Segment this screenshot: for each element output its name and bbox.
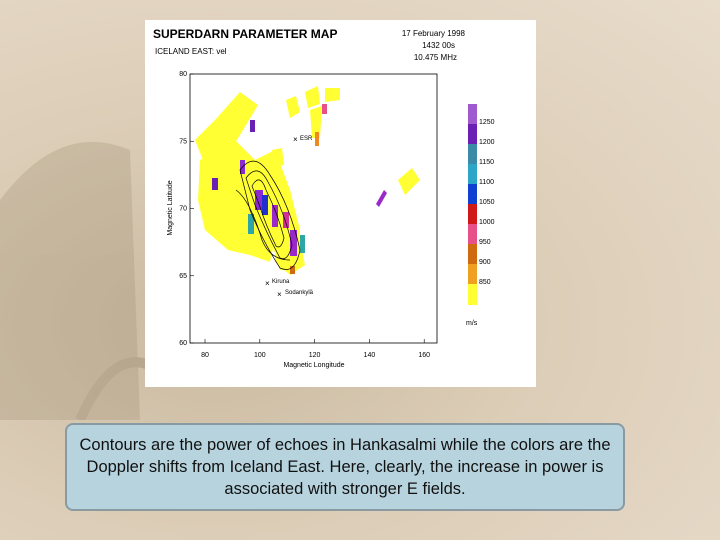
figure-subtitle: ICELAND EAST: vel	[155, 47, 227, 56]
time: 1432 00s	[422, 41, 455, 50]
colorbar-label: 1000	[479, 219, 495, 226]
frequency: 10.475 MHz	[414, 53, 457, 62]
y-axis-label: Magnetic Latitude	[167, 180, 174, 235]
svg-text:×: ×	[277, 290, 282, 299]
y-tick-label: 60	[179, 340, 187, 347]
colorbar-label: 950	[479, 239, 491, 246]
colorbar-label: 1150	[479, 159, 494, 166]
power-contours	[235, 160, 301, 270]
x-tick-label: 160	[418, 352, 430, 359]
colorbar-unit: m/s	[466, 320, 478, 327]
station-label: ESR	[300, 136, 313, 142]
stations: × ESR × Kiruna × Sodankylä	[265, 135, 314, 299]
station-label: Kiruna	[272, 279, 290, 285]
y-tick-label: 70	[179, 206, 187, 213]
x-tick-label: 100	[254, 352, 266, 359]
colorbar-label: 900	[479, 259, 491, 266]
x-tick-label: 120	[309, 352, 321, 359]
echo-patches	[195, 86, 420, 275]
colorbar	[468, 104, 477, 305]
x-tick-label: 80	[201, 352, 209, 359]
x-tick-label: 140	[364, 352, 376, 359]
station-label: Sodankylä	[285, 290, 314, 296]
colorbar-label: 1100	[479, 179, 494, 186]
svg-text:×: ×	[293, 135, 298, 144]
x-axis-label: Magnetic Longitude	[283, 362, 344, 369]
y-tick-label: 80	[179, 71, 187, 78]
colorbar-label: 1200	[479, 139, 495, 146]
date: 17 February 1998	[402, 29, 466, 38]
colorbar-label: 1250	[479, 119, 495, 126]
colorbar-label: 1050	[479, 199, 495, 206]
y-tick-label: 65	[179, 273, 187, 280]
figure: SUPERDARN PARAMETER MAP ICELAND EAST: ve…	[0, 27, 495, 420]
svg-text:×: ×	[265, 279, 270, 288]
figure-title: SUPERDARN PARAMETER MAP	[153, 27, 337, 41]
background-arch	[0, 141, 174, 420]
caption: Contours are the power of echoes in Hank…	[65, 423, 625, 511]
colorbar-label: 850	[479, 279, 491, 286]
y-tick-label: 75	[179, 138, 187, 145]
